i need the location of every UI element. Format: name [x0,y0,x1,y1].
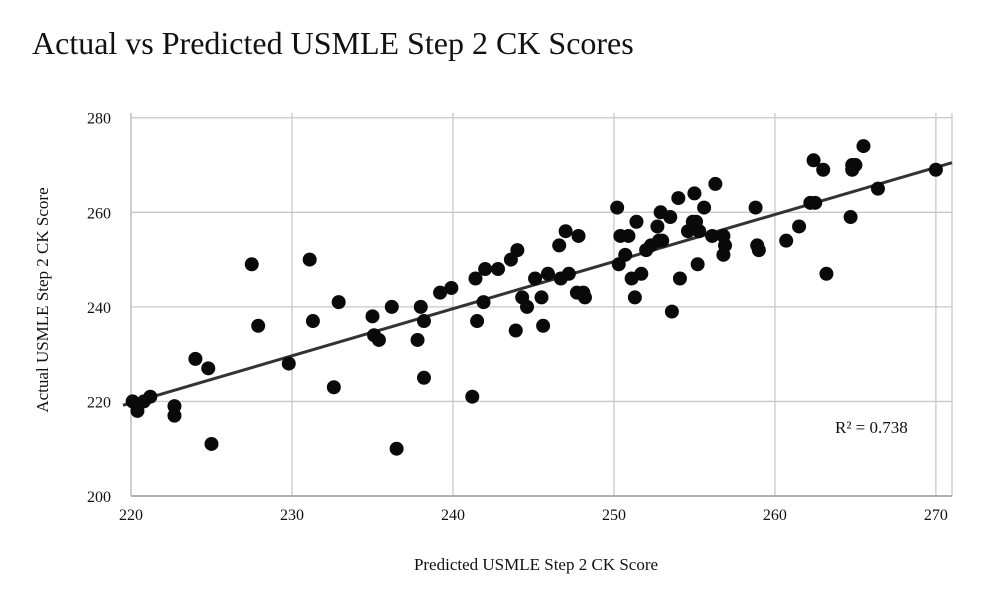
data-point [416,370,431,385]
x-tick-label: 260 [763,507,787,524]
data-point [470,314,485,329]
axes [130,113,952,497]
data-point [708,176,723,191]
data-point [692,224,707,239]
data-point [671,191,686,206]
data-point [305,314,320,329]
x-tick-label: 240 [441,507,465,524]
data-point [143,389,158,404]
data-point [779,233,794,248]
data-point [552,238,567,253]
data-point [384,299,399,314]
data-point [188,351,203,366]
data-point [413,299,428,314]
data-point [302,252,317,267]
x-tick-label: 220 [119,507,143,524]
data-point [663,210,678,225]
data-point [491,262,506,277]
data-point [816,162,831,177]
data-point [251,318,266,333]
grid [130,113,953,497]
data-point [365,309,380,324]
data-point [571,228,586,243]
data-point [204,436,219,451]
data-point [281,356,296,371]
y-tick-label: 260 [87,205,111,222]
data-point [520,299,535,314]
y-tick-label: 240 [87,300,111,317]
y-axis-label: Actual USMLE Step 2 CK Score [33,187,52,412]
tick-labels: 220 230 240 250 260 270 200 220 240 260 280 [87,111,948,524]
data-point [629,214,644,229]
data-point [718,238,733,253]
r-squared-annotation: R² = 0.738 [835,418,908,437]
data-point [561,266,576,281]
data-point [792,219,807,234]
data-point [655,233,670,248]
data-point [577,290,592,305]
x-axis-label: Predicted USMLE Step 2 CK Score [414,555,658,574]
data-point [465,389,480,404]
data-point [508,323,523,338]
data-point [697,200,712,215]
data-point [416,314,431,329]
data-points [125,139,943,456]
data-point [510,243,525,258]
data-point [167,408,182,423]
x-tick-label: 250 [602,507,626,524]
data-point [410,332,425,347]
data-point [690,257,705,272]
y-tick-label: 220 [87,394,111,411]
data-point [558,224,573,239]
data-point [751,243,766,258]
data-point [808,195,823,210]
x-tick-label: 270 [924,507,948,524]
data-point [536,318,551,333]
data-point [819,266,834,281]
data-point [618,247,633,262]
data-point [478,262,493,277]
data-point [621,228,636,243]
data-point [687,186,702,201]
data-point [664,304,679,319]
data-point [528,271,543,286]
data-point [540,266,555,281]
data-point [748,200,763,215]
data-point [534,290,549,305]
data-point [848,158,863,173]
data-point [244,257,259,272]
y-tick-label: 200 [87,489,111,506]
data-point [806,153,821,168]
data-point [389,441,404,456]
data-point [672,271,687,286]
data-point [705,228,720,243]
data-point [331,295,346,310]
data-point [201,361,216,376]
data-point [627,290,642,305]
data-point [371,332,386,347]
data-point [928,162,943,177]
data-point [856,139,871,154]
y-tick-label: 280 [87,111,111,128]
data-point [433,285,448,300]
data-point [444,280,459,295]
chart-title: Actual vs Predicted USMLE Step 2 CK Scor… [32,25,634,61]
data-point [634,266,649,281]
data-point [326,380,341,395]
data-point [843,210,858,225]
data-point [468,271,483,286]
data-point [650,219,665,234]
x-tick-label: 230 [280,507,304,524]
data-point [610,200,625,215]
data-point [476,295,491,310]
data-point [870,181,885,196]
